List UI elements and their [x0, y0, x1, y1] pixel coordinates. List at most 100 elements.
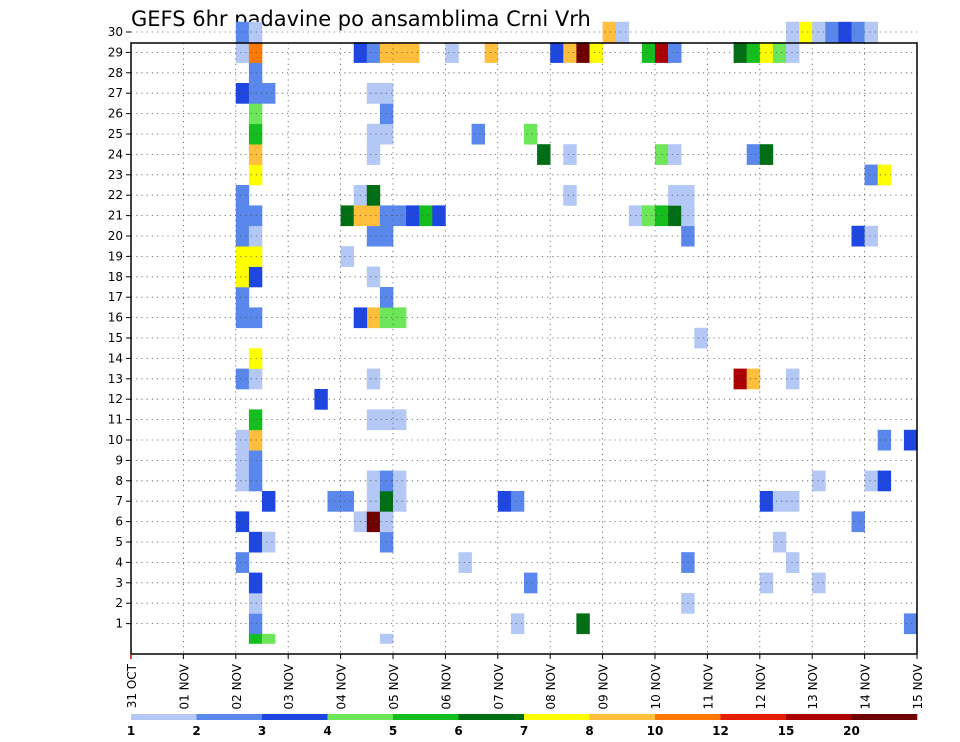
heatmap-cell: [248, 83, 263, 104]
x-tick-label: 08 NOV: [544, 663, 558, 709]
heatmap-cell: [262, 83, 276, 104]
heatmap-cell: [877, 429, 892, 451]
heatmap-cells: [235, 21, 918, 644]
heatmap-cell: [366, 42, 381, 63]
heatmap-cell: [668, 185, 682, 206]
heatmap-cell: [366, 491, 381, 512]
colorbar-label: 12: [712, 724, 729, 738]
heatmap-cell: [248, 348, 263, 369]
y-tick-label: 13: [108, 372, 123, 386]
heatmap-cell: [248, 144, 263, 165]
heatmap-cell: [393, 42, 407, 63]
colorbar-label: 7: [520, 724, 528, 738]
heatmap-cell: [248, 205, 263, 227]
colorbar-label: 4: [323, 724, 331, 738]
colorbar-swatch: [851, 714, 918, 720]
heatmap-cell: [235, 83, 250, 104]
heatmap-cell: [524, 572, 538, 594]
y-tick-label: 14: [108, 351, 123, 365]
heatmap-cell: [864, 470, 878, 492]
colorbar-label: 1: [127, 724, 135, 738]
y-tick-label: 21: [108, 209, 123, 223]
y-tick-label: 11: [108, 413, 123, 427]
colorbar-label: 3: [258, 724, 266, 738]
heatmap-cell: [366, 511, 381, 533]
heatmap-cell: [602, 21, 616, 43]
x-tick-label: 05 NOV: [387, 663, 401, 709]
x-tick-label: 09 NOV: [597, 663, 611, 709]
heatmap-cell: [314, 389, 328, 410]
heatmap-cell: [235, 185, 250, 206]
y-tick-label: 18: [108, 270, 123, 284]
y-tick-label: 2: [115, 596, 123, 610]
x-tick-label: 31 OCT: [125, 663, 139, 708]
heatmap-cell: [235, 225, 250, 247]
x-axis: 31 OCT 01 NOV 02 NOV 03 NOV 04 NOV 05 NOV 06 N…: [125, 654, 925, 710]
heatmap-cell: [248, 123, 263, 145]
heatmap-cell: [248, 164, 263, 186]
colorbar-swatch: [393, 714, 459, 720]
heatmap-cell: [903, 613, 918, 635]
heatmap-cell: [235, 205, 250, 227]
y-axis: 1234567891011121314151617181920212223242…: [108, 25, 131, 631]
y-tick-label: 30: [108, 25, 123, 39]
heatmap-cell: [248, 103, 263, 125]
colorbar-swatch: [458, 714, 525, 720]
y-tick-label: 8: [115, 474, 123, 488]
heatmap-cell: [393, 409, 407, 431]
heatmap-cell: [877, 164, 892, 186]
heatmap-cell: [484, 42, 499, 63]
heatmap-cell: [248, 42, 263, 63]
colorbar: 1 2 3 4 5 6 7 8 10 12 15 20: [127, 714, 918, 738]
y-tick-label: 6: [115, 515, 123, 529]
y-tick-label: 5: [115, 535, 123, 549]
heatmap-cell: [235, 368, 250, 390]
colorbar-label: 6: [454, 724, 462, 738]
heatmap-cell: [248, 246, 263, 267]
heatmap-cell: [248, 225, 263, 247]
y-tick-label: 12: [108, 392, 123, 406]
heatmap-cell: [366, 409, 381, 431]
colorbar-swatch: [196, 714, 263, 720]
heatmap-cell: [563, 144, 577, 165]
y-tick-label: 10: [108, 433, 123, 447]
heatmap-cell: [746, 144, 761, 165]
x-tick-label: 04 NOV: [335, 663, 349, 709]
colorbar-label: 8: [585, 724, 593, 738]
heatmap-cell: [262, 633, 276, 644]
heatmap-cell: [786, 552, 800, 573]
y-tick-label: 22: [108, 188, 123, 202]
heatmap-cell: [563, 42, 577, 63]
heatmap-cell: [694, 327, 708, 349]
heatmap-cell: [366, 368, 381, 390]
heatmap-cell: [248, 266, 263, 288]
colorbar-swatch: [655, 714, 721, 720]
y-tick-label: 15: [108, 331, 123, 345]
heatmap-cell: [851, 21, 865, 43]
y-tick-label: 3: [115, 576, 123, 590]
heatmap-cell: [262, 531, 276, 553]
heatmap-cell: [393, 470, 407, 492]
colorbar-label: 5: [389, 724, 397, 738]
colorbar-swatch: [524, 714, 590, 720]
heatmap-cell: [340, 246, 354, 267]
heatmap-cell: [248, 450, 263, 471]
colorbar-swatch: [720, 714, 787, 720]
heatmap-cell: [471, 123, 485, 145]
colorbar-label: 20: [843, 724, 860, 738]
heatmap-cell: [838, 21, 852, 43]
heatmap-cell: [366, 266, 381, 288]
heatmap-cell: [550, 42, 564, 63]
heatmap-cell: [812, 21, 826, 43]
heatmap-cell: [864, 164, 878, 186]
heatmap-cell: [510, 613, 525, 635]
y-tick-label: 23: [108, 168, 123, 182]
heatmap-cell: [248, 368, 263, 390]
heatmap-cell: [668, 42, 682, 63]
y-tick-label: 20: [108, 229, 123, 243]
heatmap-cell: [379, 633, 394, 644]
heatmap-cell: [366, 225, 381, 247]
heatmap-cell: [248, 470, 263, 492]
y-tick-label: 7: [115, 494, 123, 508]
heatmap-cell: [786, 42, 800, 63]
